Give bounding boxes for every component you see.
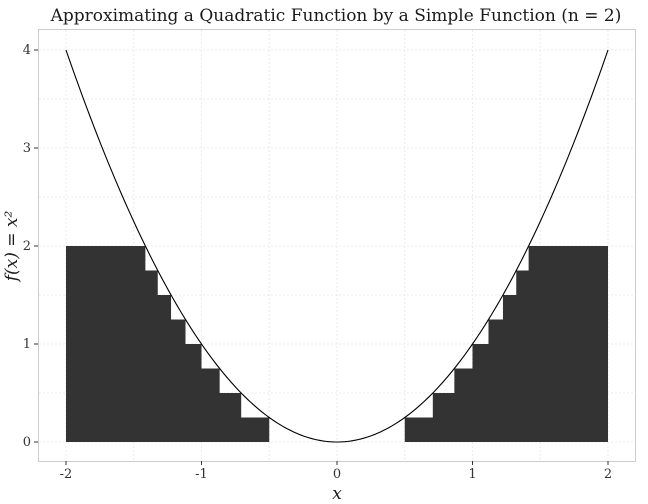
simple-function-area-left [66,246,270,442]
simple-function-area [66,246,608,442]
x-tick-label: 2 [604,467,612,482]
x-tick-label: 0 [333,467,341,482]
quadratic-curve-path [65,49,609,443]
y-tick-label: 3 [23,141,31,156]
chart-title: Approximating a Quadratic Function by a … [50,6,622,26]
y-tick-label: 4 [23,43,31,58]
y-tick-label: 0 [23,435,31,450]
y-tick-label: 1 [23,337,31,352]
y-axis-ticks: 0 1 2 3 4 [23,43,38,450]
y-axis-label: f(x) = x² [2,211,22,284]
x-tick-label: -2 [60,467,73,482]
quadratic-curve [65,49,609,443]
simple-function-area-right [404,246,608,442]
x-tick-label: 1 [468,467,476,482]
x-tick-label: -1 [195,467,208,482]
x-axis-label: x [332,484,342,504]
x-axis-ticks: -2 -1 0 1 2 [60,461,612,482]
y-tick-label: 2 [23,239,31,254]
